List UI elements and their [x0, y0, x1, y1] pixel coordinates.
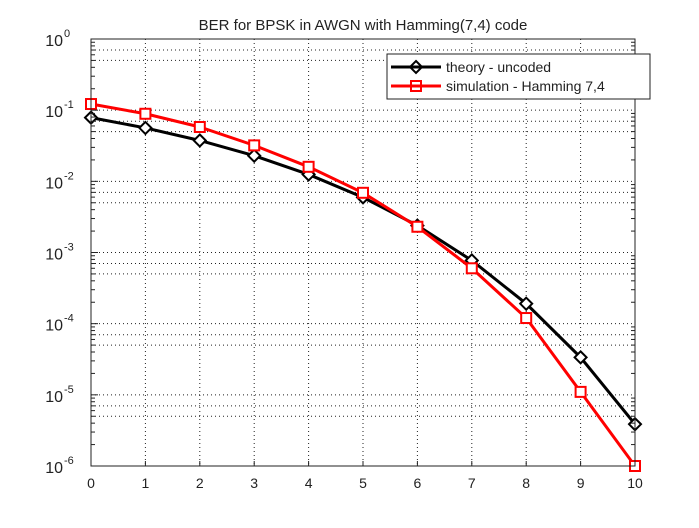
legend: theory - uncoded simulation - Hamming 7,… — [386, 53, 651, 100]
y-tick-label: 10 — [45, 104, 63, 121]
y-tick-exponent: -5 — [64, 384, 74, 396]
legend-label-theory: theory - uncoded — [446, 59, 551, 75]
x-tick-label: 5 — [359, 475, 367, 491]
legend-square-marker — [410, 80, 422, 92]
x-tick-label: 10 — [627, 475, 643, 491]
data-point-square — [520, 312, 533, 325]
data-point-square — [357, 186, 369, 199]
y-tick-exponent: -2 — [64, 170, 74, 182]
data-point-diamond — [192, 133, 208, 148]
data-point-square — [139, 107, 152, 120]
data-point-diamond — [137, 120, 153, 136]
x-tick-label: 6 — [414, 475, 422, 491]
y-tick-label: 10 — [45, 175, 63, 192]
legend-label-simulation: simulation - Hamming 7,4 — [446, 78, 605, 94]
data-point-square — [193, 121, 206, 134]
y-tick-exponent: -6 — [64, 455, 74, 467]
legend-diamond-marker — [408, 59, 424, 75]
data-point-square — [411, 220, 424, 233]
data-point-diamond — [518, 296, 534, 312]
legend-box — [386, 53, 651, 100]
x-tick-label: 3 — [250, 475, 258, 491]
y-tick-exponent: -1 — [64, 99, 74, 111]
y-tick-label: 10 — [45, 33, 63, 50]
y-tick-exponent: -3 — [64, 242, 74, 254]
x-tick-label: 2 — [196, 475, 204, 491]
data-point-square — [465, 262, 478, 275]
y-tick-label: 10 — [45, 318, 63, 335]
y-tick-exponent: -4 — [64, 313, 74, 325]
data-point-square — [248, 139, 261, 152]
y-tick-label: 10 — [45, 389, 63, 406]
y-tick-exponent: 0 — [64, 28, 70, 40]
data-point-square — [302, 160, 315, 173]
chart-title: BER for BPSK in AWGN with Hamming(7,4) c… — [199, 17, 528, 34]
data-point-square — [574, 385, 587, 398]
data-point-diamond — [573, 349, 589, 365]
x-tick-label: 7 — [468, 475, 476, 491]
x-tick-label: 8 — [522, 475, 530, 491]
x-tick-label: 0 — [87, 475, 95, 491]
y-tick-label: 10 — [45, 247, 63, 264]
y-tick-label: 10 — [45, 460, 63, 477]
x-tick-label: 4 — [305, 475, 313, 491]
data-point-diamond — [246, 148, 262, 164]
x-tick-label: 1 — [142, 475, 150, 491]
x-tick-label: 9 — [577, 475, 585, 491]
